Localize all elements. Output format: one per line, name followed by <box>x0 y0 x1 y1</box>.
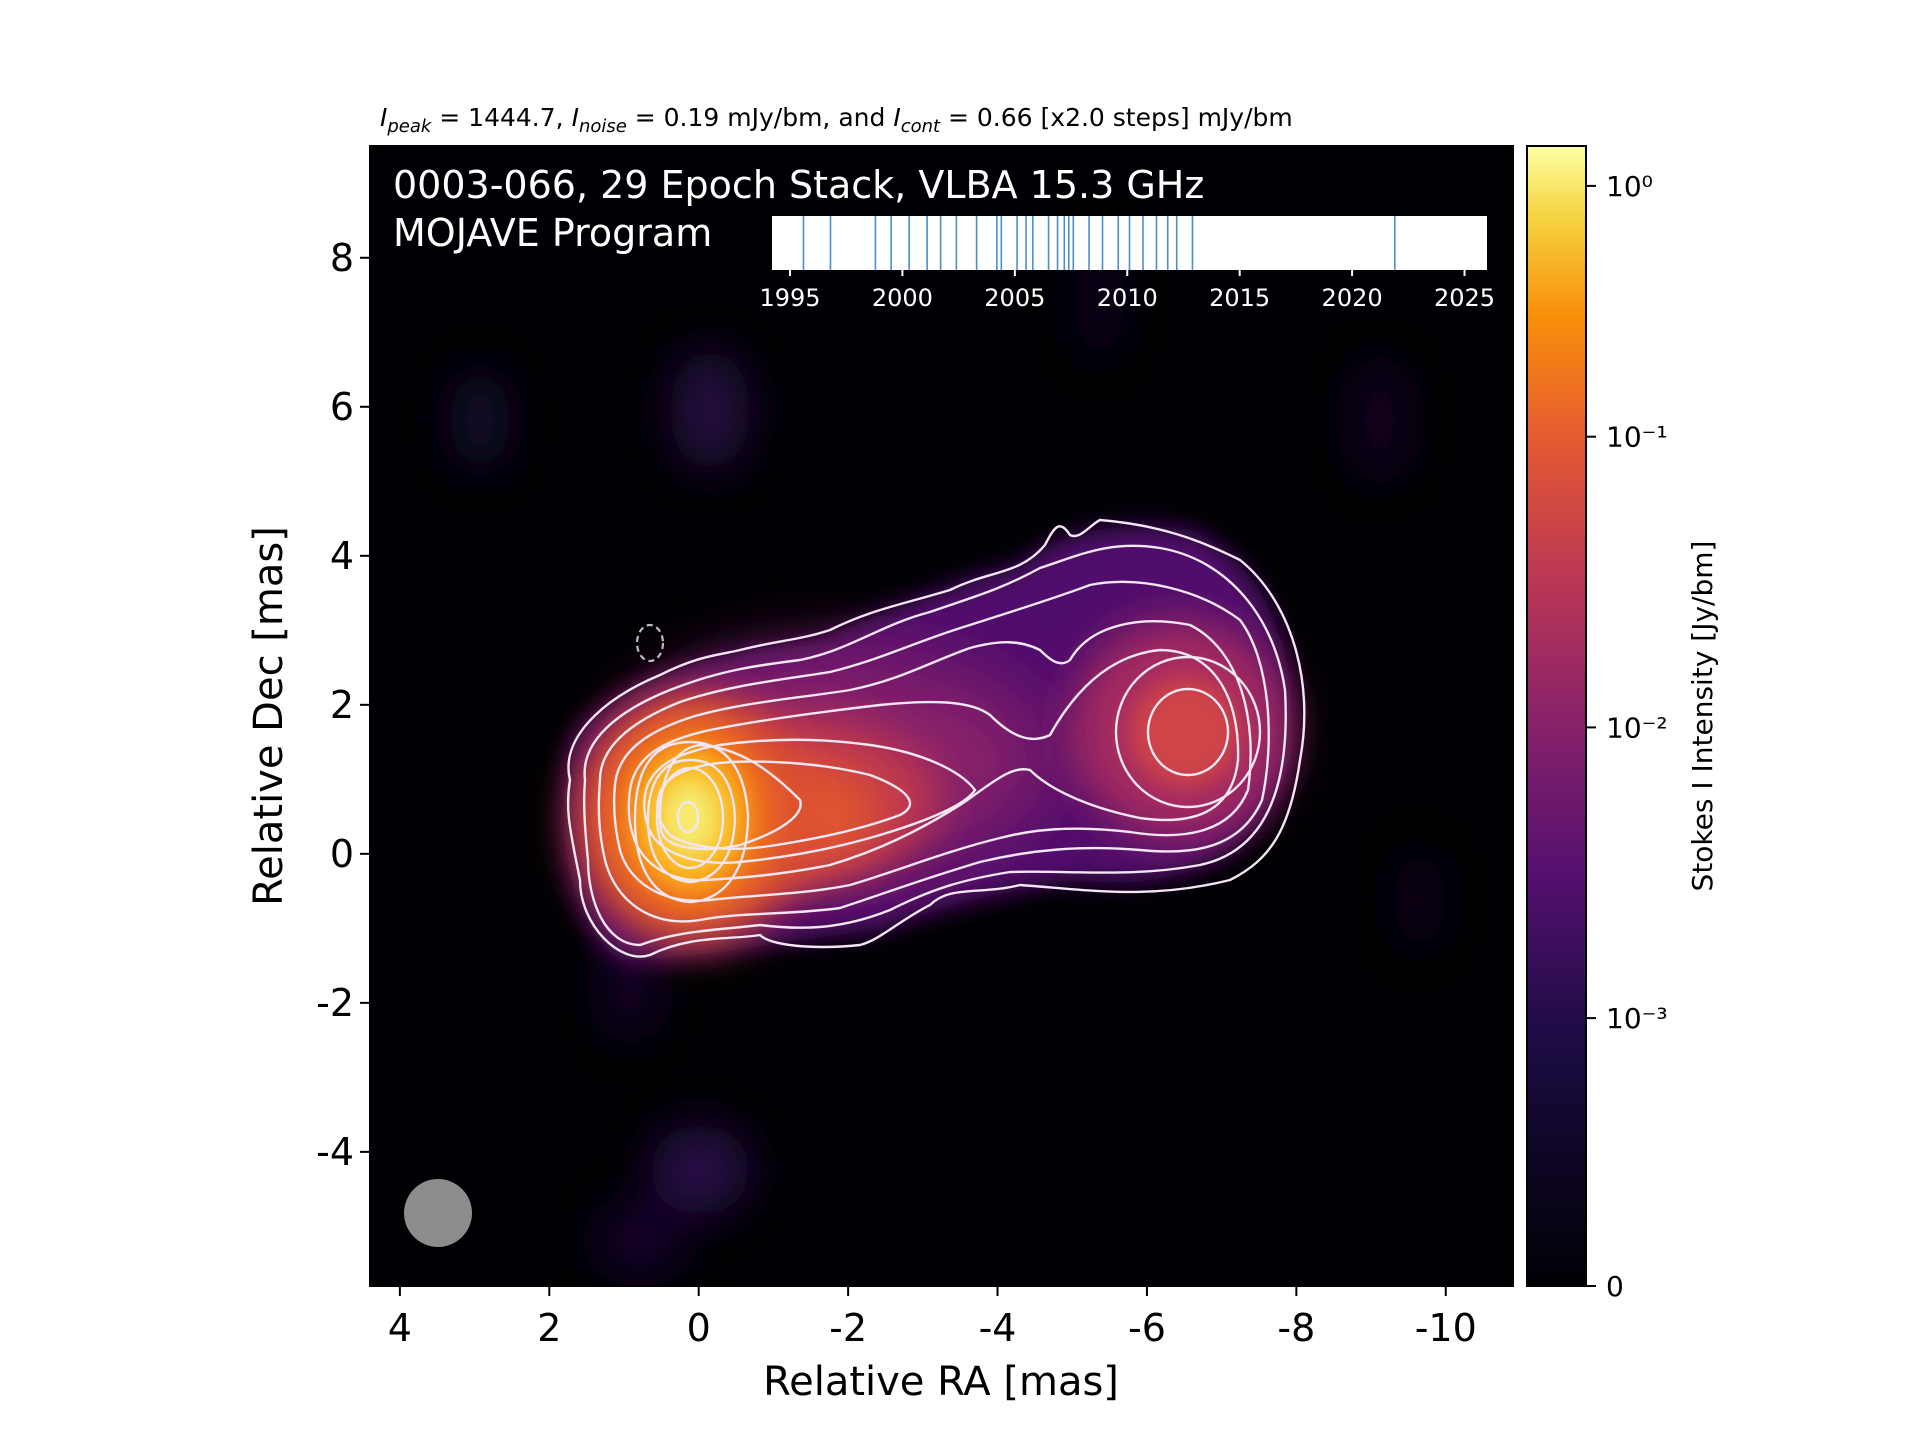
x-tick-label: 4 <box>388 1306 412 1350</box>
epoch-timeline: 1995 2000 2005 2010 2015 2020 2025 <box>759 216 1495 312</box>
contour-level-10 <box>646 758 737 884</box>
x-tick-label: -4 <box>979 1306 1017 1350</box>
x-tick-label: -6 <box>1128 1306 1166 1350</box>
epoch-lines <box>802 216 1396 270</box>
timeline-ticks: 1995 2000 2005 2010 2015 2020 2025 <box>759 270 1495 312</box>
timeline-tick-label: 2020 <box>1322 284 1383 312</box>
timeline-tick-label: 1995 <box>759 284 820 312</box>
y-tick-label: 6 <box>330 385 354 429</box>
negative-contour <box>635 623 665 663</box>
y-tick-label: 8 <box>330 236 354 280</box>
contour-level-11 <box>655 766 725 870</box>
x-tick-label: -10 <box>1415 1306 1477 1350</box>
colorbar: 0 10⁻³ 10⁻² 10⁻¹ 10⁰ Stokes I Intensity [Jy/… <box>1526 145 1719 1303</box>
colorbar-tick-label: 10⁻² <box>1606 711 1668 744</box>
contour-knot-inner <box>1146 687 1230 777</box>
y-tick-label: 2 <box>330 683 354 727</box>
timeline-tick-label: 2025 <box>1434 284 1495 312</box>
contour-level-4 <box>612 620 1252 902</box>
overlay-title-line1: 0003-066, 29 Epoch Stack, VLBA 15.3 GHz <box>393 163 1204 207</box>
contour-level-5 <box>627 648 1240 882</box>
contour-knot-outer <box>1114 655 1262 809</box>
x-tick-label: 0 <box>687 1306 711 1350</box>
contour-level-9 <box>633 740 750 904</box>
contour-level-12 <box>676 800 700 834</box>
x-tick-label: -2 <box>829 1306 867 1350</box>
image-panel: 0003-066, 29 Epoch Stack, VLBA 15.3 GHz … <box>369 145 1514 1287</box>
y-tick-label: -4 <box>316 1130 354 1174</box>
header-stats: Ipeak = 1444.7, Inoise = 0.19 mJy/bm, an… <box>380 103 1293 137</box>
contour-level-3 <box>597 580 1270 923</box>
x-tick-label: -8 <box>1277 1306 1315 1350</box>
timeline-tick-label: 2015 <box>1209 284 1270 312</box>
x-tick-label: 2 <box>537 1306 561 1350</box>
contour-level-1 <box>566 518 1306 958</box>
contour-level-7 <box>656 760 912 850</box>
y-tick-label: 4 <box>330 534 354 578</box>
contour-level-2 <box>583 544 1287 947</box>
contour-level-8 <box>658 743 802 851</box>
colorbar-tick-label: 0 <box>1606 1270 1624 1303</box>
x-axis-label: Relative RA [mas] <box>763 1359 1119 1405</box>
y-axis-ticks: -4 -2 0 2 4 6 8 <box>316 236 370 1174</box>
image-frame <box>369 145 1514 1287</box>
colorbar-ticks: 0 10⁻³ 10⁻² 10⁻¹ 10⁰ <box>1586 170 1668 1303</box>
colorbar-gradient <box>1526 145 1587 1287</box>
y-tick-label: 0 <box>330 832 354 876</box>
y-axis-label: Relative Dec [mas] <box>246 526 292 906</box>
beam-ellipse <box>404 1179 472 1247</box>
contours <box>566 518 1306 958</box>
timeline-tick-label: 2010 <box>1097 284 1158 312</box>
overlay-title-line2: MOJAVE Program <box>393 211 712 255</box>
contour-level-6 <box>643 738 977 864</box>
timeline-tick-label: 2005 <box>984 284 1045 312</box>
y-tick-label: -2 <box>316 981 354 1025</box>
timeline-tick-label: 2000 <box>872 284 933 312</box>
x-axis-ticks: 4 2 0 -2 -4 -6 -8 -10 <box>388 1286 1477 1350</box>
colorbar-label: Stokes I Intensity [Jy/bm] <box>1686 541 1719 892</box>
colorbar-tick-label: 10⁻³ <box>1606 1002 1668 1035</box>
colorbar-tick-label: 10⁻¹ <box>1606 421 1668 454</box>
colorbar-tick-label: 10⁰ <box>1606 170 1653 203</box>
